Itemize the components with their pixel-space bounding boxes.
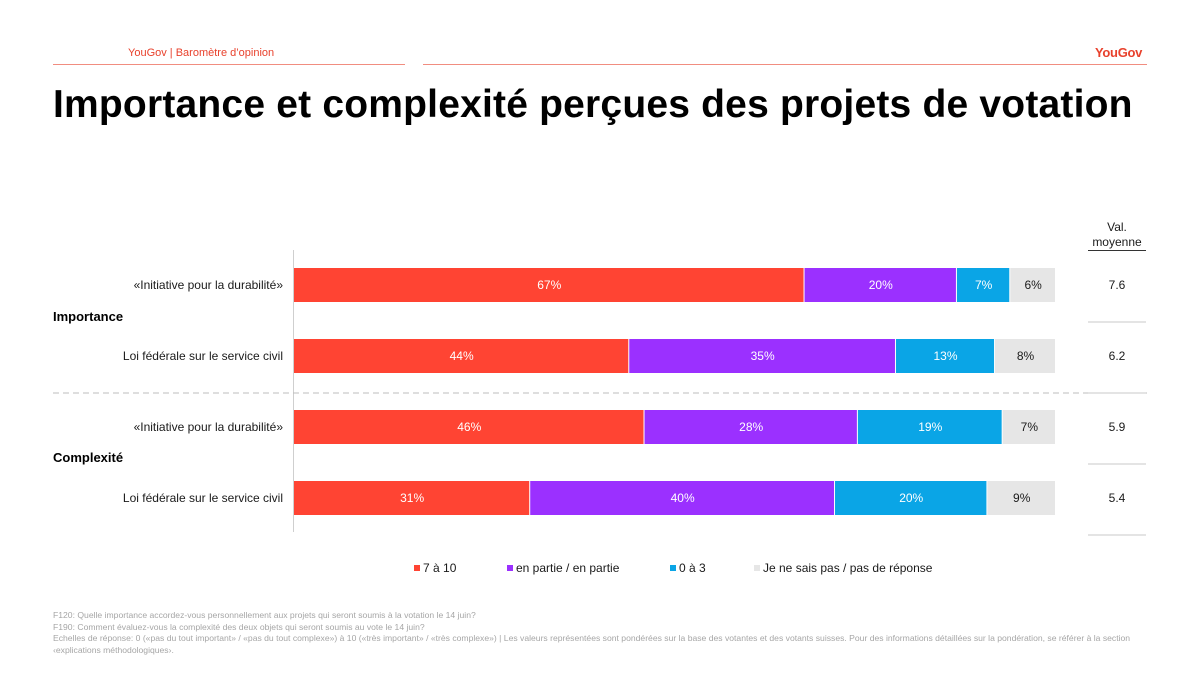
yougov-logo: YouGov bbox=[1095, 45, 1143, 60]
data-label: 35% bbox=[751, 349, 775, 363]
mean-header-line2: moyenne bbox=[1092, 235, 1142, 249]
data-label: 67% bbox=[537, 278, 561, 292]
bar-segment bbox=[644, 410, 857, 444]
bar-segment bbox=[895, 339, 995, 373]
legend-label: 0 à 3 bbox=[679, 561, 706, 575]
footnote: F120: Quelle importance accordez-vous pe… bbox=[53, 610, 1153, 656]
footnote-line: F120: Quelle importance accordez-vous pe… bbox=[53, 610, 476, 620]
legend-label: en partie / en partie bbox=[516, 561, 620, 575]
page-title: Importance et complexité perçues des pro… bbox=[53, 83, 1133, 126]
footnote-line: Echelles de réponse: 0 («pas du tout imp… bbox=[53, 633, 1131, 655]
bar-segment bbox=[1002, 410, 1055, 444]
mean-header-underline bbox=[1088, 250, 1146, 251]
legend-label: Je ne sais pas / pas de réponse bbox=[763, 561, 933, 575]
bar-segment bbox=[294, 268, 804, 302]
category-label: Loi fédérale sur le service civil bbox=[123, 349, 283, 363]
category-label: Loi fédérale sur le service civil bbox=[123, 491, 283, 505]
data-label: 20% bbox=[899, 491, 923, 505]
legend-swatch bbox=[754, 565, 760, 571]
data-label: 31% bbox=[400, 491, 424, 505]
mean-value: 6.2 bbox=[1109, 349, 1126, 363]
legend-swatch bbox=[414, 565, 420, 571]
legend-swatch bbox=[670, 565, 676, 571]
bar-segment bbox=[294, 339, 629, 373]
bar-segment bbox=[294, 410, 644, 444]
data-label: 8% bbox=[1017, 349, 1035, 363]
data-label: 40% bbox=[671, 491, 695, 505]
header-text: YouGov | Baromètre d’opinion bbox=[128, 47, 275, 59]
mean-value: 5.9 bbox=[1109, 420, 1126, 434]
data-label: 28% bbox=[739, 420, 763, 434]
legend-item-0-3: 0 à 3 bbox=[670, 561, 706, 575]
bar-segment bbox=[987, 481, 1055, 515]
header-divider-right bbox=[423, 64, 1147, 65]
bar-segment bbox=[629, 339, 895, 373]
data-label: 44% bbox=[450, 349, 474, 363]
data-label: 46% bbox=[457, 420, 481, 434]
legend-swatch bbox=[507, 565, 513, 571]
group-label: Complexité bbox=[53, 450, 123, 465]
legend-item-no-answer: Je ne sais pas / pas de réponse bbox=[754, 561, 932, 575]
data-label: 7% bbox=[975, 278, 993, 292]
bar-segment bbox=[1010, 268, 1055, 302]
bar-segment bbox=[835, 481, 987, 515]
data-label: 19% bbox=[918, 420, 942, 434]
footnote-line: F190: Comment évaluez-vous la complexité… bbox=[53, 621, 425, 632]
bar-segment bbox=[294, 481, 530, 515]
mean-header-line1: Val. bbox=[1107, 220, 1127, 234]
mean-value: 5.4 bbox=[1109, 491, 1126, 505]
bar-segment bbox=[530, 481, 835, 515]
category-label: «Initiative pour la durabilité» bbox=[134, 420, 284, 434]
mean-column-header: Val. moyenne bbox=[1088, 220, 1146, 250]
bar-segment bbox=[804, 268, 956, 302]
bar-segment bbox=[956, 268, 1010, 302]
bar-segment bbox=[857, 410, 1002, 444]
data-label: 9% bbox=[1013, 491, 1031, 505]
legend-item-7-10: 7 à 10 bbox=[414, 561, 456, 575]
legend-item-en-partie: en partie / en partie bbox=[507, 561, 619, 575]
data-label: 7% bbox=[1021, 420, 1039, 434]
data-label: 20% bbox=[869, 278, 893, 292]
mean-value: 7.6 bbox=[1109, 278, 1126, 292]
data-label: 6% bbox=[1024, 278, 1042, 292]
data-label: 13% bbox=[933, 349, 957, 363]
bar-segment bbox=[995, 339, 1055, 373]
legend-label: 7 à 10 bbox=[423, 561, 457, 575]
category-label: «Initiative pour la durabilité» bbox=[134, 278, 284, 292]
group-label: Importance bbox=[53, 309, 123, 324]
header-divider-left bbox=[53, 64, 405, 65]
